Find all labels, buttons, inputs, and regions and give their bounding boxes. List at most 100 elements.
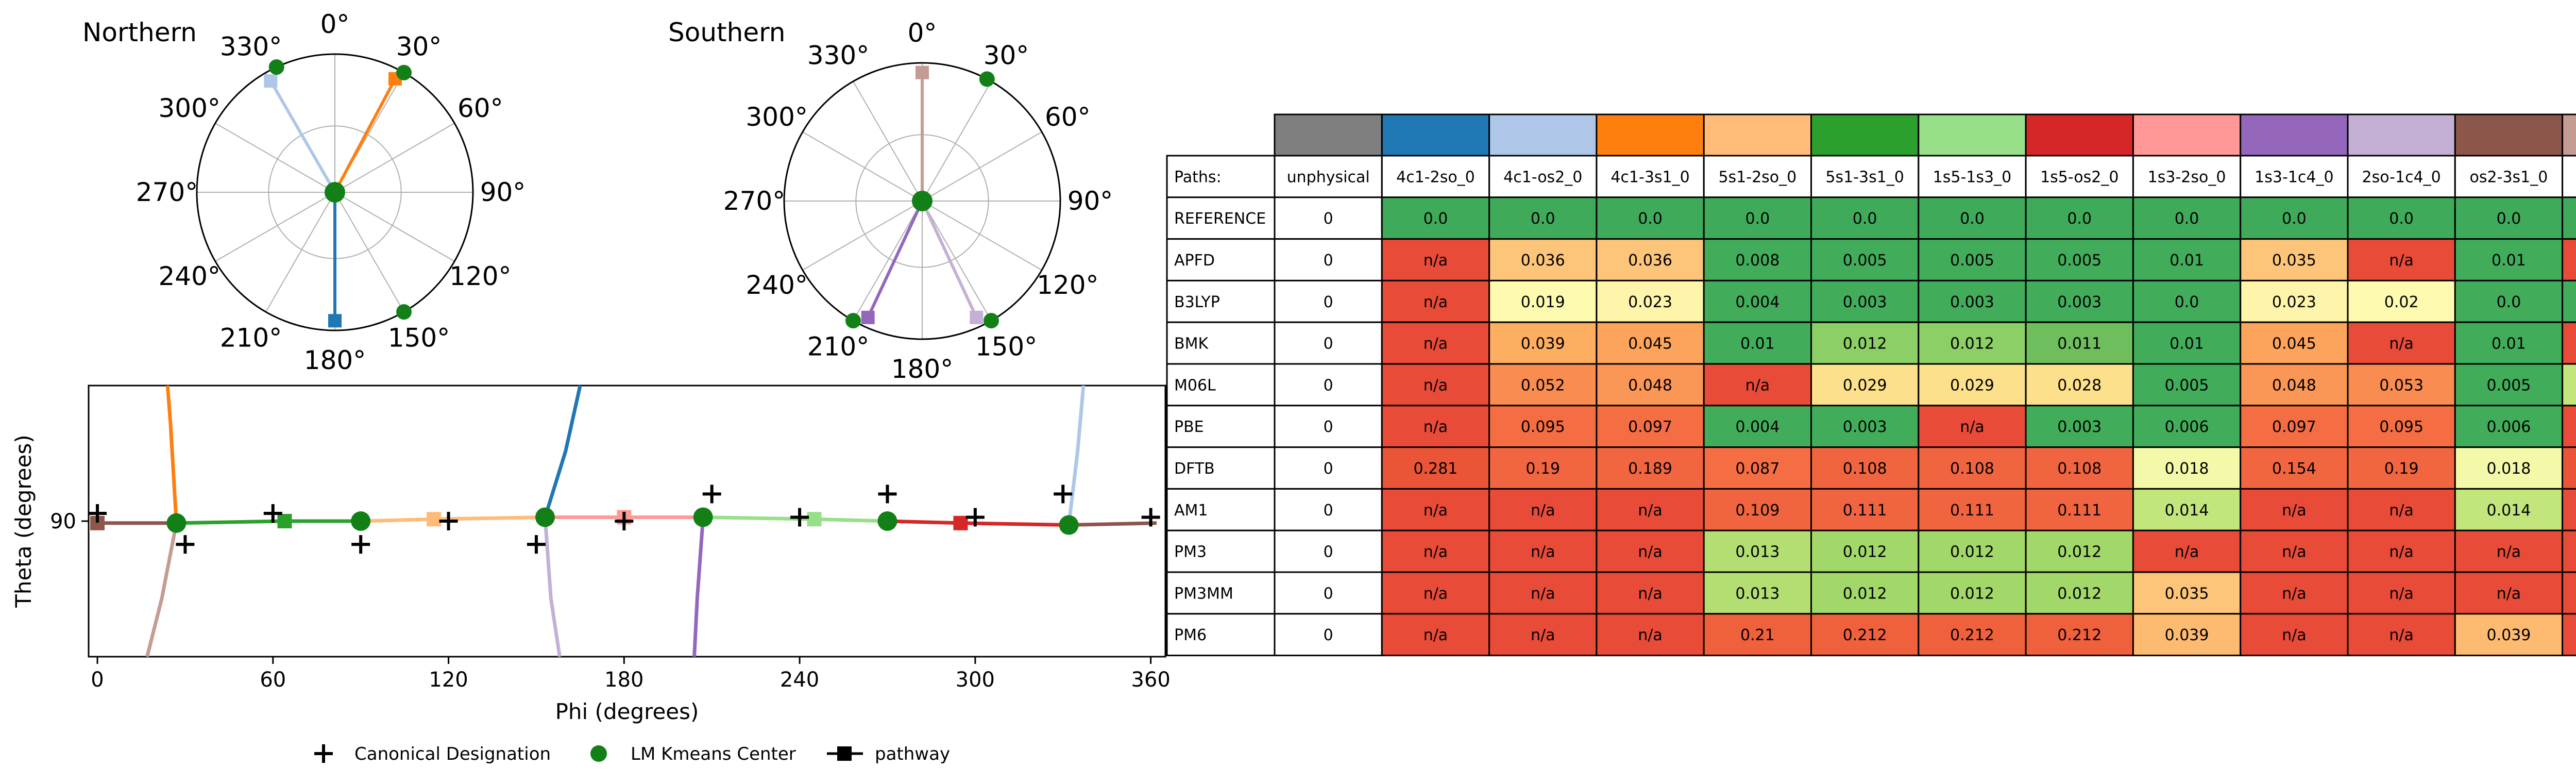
polar-spoke (334, 192, 455, 262)
pathway-marker (427, 512, 442, 527)
table-cell-value: n/a (1960, 418, 1985, 436)
table-cell (1381, 279, 1490, 323)
header-cell (2454, 155, 2564, 198)
table-cell-value: 0.008 (1735, 252, 1780, 270)
table-cell-value: n/a (1638, 502, 1663, 520)
table-cell-value: 0.035 (2272, 252, 2316, 270)
header-cell (1703, 155, 1812, 198)
row-label-cell (1166, 405, 1276, 448)
table-cell (2347, 488, 2456, 531)
table-cell-value: 0 (1324, 376, 1333, 394)
row-method-label: M06L (1174, 376, 1216, 394)
polar-angle-label: 180° (891, 354, 953, 384)
table-cell-value: 0.0 (2389, 210, 2414, 228)
polar-spoke (853, 81, 923, 202)
column-color-swatch (2025, 113, 2134, 157)
table-cell-value: 0.012 (1950, 543, 1994, 561)
column-color-swatch (1703, 113, 1812, 157)
table-cell (1810, 488, 1920, 531)
table-cell-value: n/a (1638, 626, 1663, 644)
polar-angle-label: 120° (449, 261, 511, 291)
legend-canonical: Canonical Designation (314, 744, 551, 764)
row-label-cell (1166, 613, 1276, 657)
row-method-label: PBE (1174, 418, 1204, 436)
legend-label-kmeans: LM Kmeans Center (631, 744, 796, 764)
table-cell (1274, 238, 1383, 281)
pathway-line (269, 80, 336, 193)
table-cell-value: n/a (2282, 626, 2307, 644)
column-header-label: 1s3-2so_0 (2148, 168, 2226, 186)
table-cell-value: n/a (2389, 543, 2414, 561)
polar-angle-label: 90° (480, 177, 526, 207)
table-cell (2562, 488, 2576, 531)
table-cell (1488, 279, 1598, 323)
table-cell (1596, 488, 1705, 531)
table-cell-value: 0.0 (1853, 210, 1877, 228)
table-cell (1274, 488, 1383, 531)
table-cell-value: 0.097 (1628, 418, 1672, 436)
kmeans-center (396, 304, 412, 320)
table-cell (1274, 196, 1383, 240)
column-color-swatch (1810, 113, 1920, 157)
table-cell-value: 0.003 (1843, 418, 1887, 436)
kmeans-center (984, 313, 999, 329)
polar-spoke (922, 201, 992, 321)
pathway-marker (277, 514, 292, 528)
table-cell (2562, 363, 2576, 407)
table-cell-value: 0.005 (1843, 252, 1887, 270)
circle-icon (590, 745, 607, 762)
table-cell (2454, 613, 2564, 657)
table-cell-value: 0.039 (2487, 626, 2531, 644)
row-method-label: DFTB (1174, 460, 1215, 478)
legend: Canonical Designation LM Kmeans Center p… (314, 744, 950, 764)
pathway-line (176, 519, 285, 525)
table-cell-value: n/a (1531, 543, 1555, 561)
table-cell-value: 0.023 (1628, 293, 1672, 311)
table-cell-value: 0 (1324, 543, 1333, 561)
table-cell-value: 0.0 (2175, 210, 2199, 228)
column-header-label: 4c1-os2_0 (1503, 168, 1582, 186)
table-cell-value: 0.01 (2170, 252, 2204, 270)
table-cell-value: n/a (1423, 252, 1448, 270)
pathway-line (866, 200, 924, 319)
polar-angle-label: 30° (396, 32, 442, 62)
polar-spoke (215, 123, 335, 193)
pathway-line (1069, 521, 1157, 527)
row-method-label: APFD (1174, 252, 1215, 270)
table-cell-value: 0.012 (1843, 543, 1887, 561)
table-cell-value: n/a (2282, 585, 2307, 603)
table-cell-value: 0.012 (1843, 585, 1887, 603)
table-cell (1596, 321, 1705, 365)
table-cell (1810, 529, 1920, 573)
polar-angle-label: 0° (320, 9, 350, 39)
pathway-line (703, 515, 815, 521)
northern-polar-plot: Northern 0° 30° 60° 90° 120° 150° 180° 210° 240°… (82, 9, 526, 375)
table-cell (1703, 196, 1812, 240)
table-cell-value: n/a (1423, 502, 1448, 520)
table-cell (1596, 529, 1705, 573)
pathway-marker (861, 310, 875, 324)
pathway-marker (807, 512, 822, 527)
table-cell (2240, 613, 2349, 657)
polar-angle-label: 270° (136, 177, 198, 207)
table-cell-value: 0.111 (1843, 502, 1887, 520)
table-cell (2454, 196, 2564, 240)
table-cell (2025, 529, 2134, 573)
column-header-label: 5s1-3s1_0 (1825, 168, 1904, 186)
kmeans-center (693, 507, 713, 527)
polar-spoke (802, 201, 923, 271)
table-cell (1381, 613, 1490, 657)
column-color-swatch (2240, 113, 2349, 157)
row-method-label: PM6 (1174, 626, 1207, 644)
table-cell-value: 0.013 (1735, 585, 1780, 603)
table-cell-value: 0.111 (1950, 502, 1994, 520)
table-cell (1810, 196, 1920, 240)
row-method-label: PM3 (1174, 543, 1207, 561)
table-cell-value: 0 (1324, 418, 1333, 436)
polar-spoke (922, 81, 992, 202)
northern-title: Northern (82, 18, 197, 47)
column-color-swatch (1274, 113, 1383, 157)
table-cell-value: n/a (1638, 585, 1663, 603)
southern-polar-plot: Southern 0° 30° 60° 90° 120° 150° 180° 210° 240°… (668, 18, 1113, 384)
